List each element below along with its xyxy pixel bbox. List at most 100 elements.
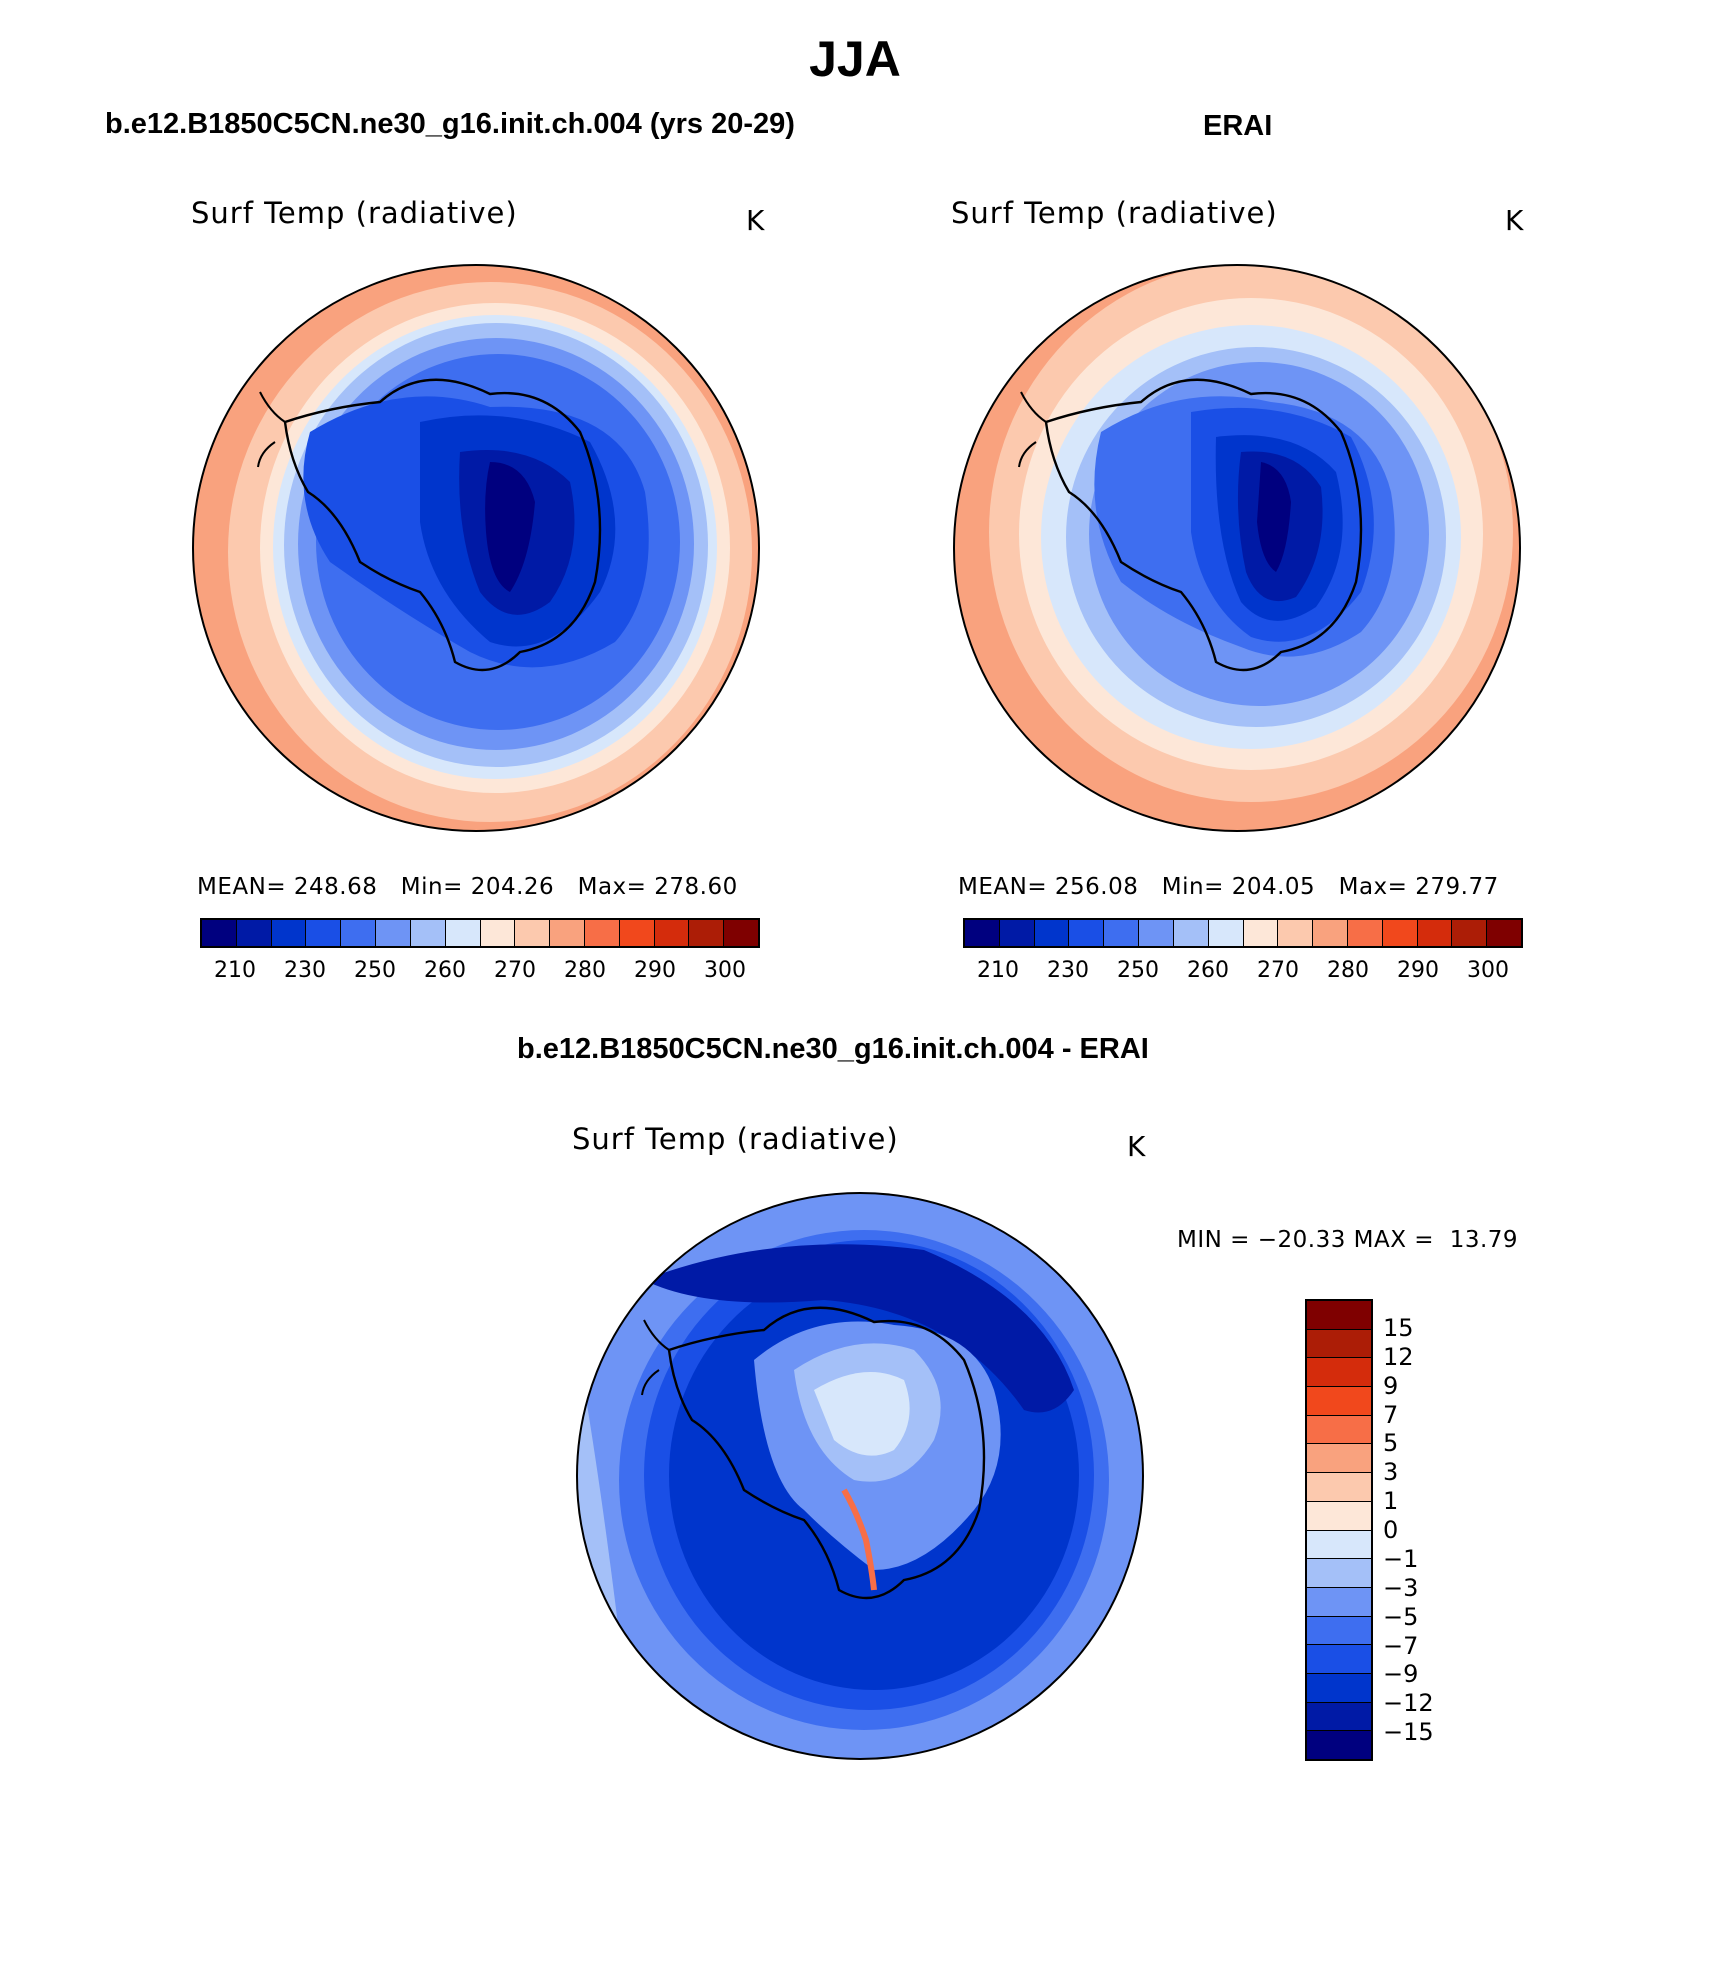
model-colorbar-tick-label: 290 [634, 958, 676, 983]
obs-variable-label: Surf Temp (radiative) [951, 196, 1278, 230]
diff-colorbar-tick-label: −9 [1383, 1660, 1419, 1689]
model-colorbar-swatch [202, 920, 237, 946]
diff-field-band-minus15-north [644, 1244, 1074, 1413]
diff-polar-map [576, 1192, 1144, 1760]
obs-panel-title: ERAI [1203, 110, 1273, 142]
model-stats: MEAN= 248.68 Min= 204.26 Max= 278.60 [197, 874, 738, 900]
obs-peninsula-outline [1018, 391, 1047, 468]
diff-colorbar-swatch [1307, 1387, 1371, 1416]
obs-colorbar-swatch [1104, 920, 1140, 946]
diff-colorbar-tick-label: 1 [1383, 1487, 1399, 1516]
model-colorbar-tick-label: 280 [564, 958, 606, 983]
diff-colorbar-tick-label: 3 [1383, 1458, 1399, 1487]
diff-colorbar-swatch [1307, 1444, 1371, 1474]
model-colorbar-swatch [724, 920, 758, 946]
model-colorbar-swatch [410, 920, 446, 946]
obs-colorbar-swatch [999, 920, 1035, 946]
obs-colorbar-tick-label: 270 [1257, 958, 1299, 983]
model-variable-label: Surf Temp (radiative) [191, 196, 518, 230]
obs-colorbar-swatch [1452, 920, 1488, 946]
obs-colorbar-swatch [1347, 920, 1383, 946]
diff-colorbar-swatch [1307, 1616, 1371, 1646]
diff-minmax: MIN = −20.33 MAX = 13.79 [1177, 1227, 1519, 1253]
model-colorbar-swatch [515, 920, 551, 946]
model-colorbar-tick-label: 250 [354, 958, 396, 983]
diff-colorbar-swatch [1307, 1415, 1371, 1445]
diff-map-border [576, 1192, 1144, 1760]
diff-colorbar-swatch [1307, 1358, 1371, 1388]
diff-colorbar-tick-label: 0 [1383, 1516, 1399, 1544]
model-colorbar-swatch [306, 920, 342, 946]
obs-antarctica-coastline [1044, 378, 1363, 672]
obs-colorbar-tick-label: 260 [1187, 958, 1229, 983]
diff-colorbar-swatch [1307, 1587, 1371, 1617]
obs-colorbar-swatch [1069, 920, 1105, 946]
model-colorbar-tick-label: 230 [284, 958, 326, 983]
diff-units-label: K [1127, 1130, 1146, 1163]
model-colorbar-tick-label: 300 [704, 958, 746, 983]
diff-peninsula-outline [641, 1319, 670, 1396]
obs-map-border [953, 264, 1521, 832]
model-colorbar-swatch [445, 920, 481, 946]
diff-colorbar-tick-label: 5 [1383, 1429, 1399, 1458]
diff-colorbar-tick-label: −7 [1383, 1631, 1419, 1660]
obs-units-label: K [1505, 204, 1524, 237]
model-polar-map [192, 264, 760, 832]
obs-polar-map [953, 264, 1521, 832]
obs-colorbar-tick-label: 210 [977, 958, 1019, 983]
obs-colorbar-swatch [1208, 920, 1244, 946]
diff-colorbar-swatch [1307, 1673, 1371, 1703]
model-colorbar-swatch [480, 920, 516, 946]
diff-colorbar [1305, 1299, 1373, 1761]
diff-colorbar-swatch [1307, 1473, 1371, 1502]
diff-colorbar-tick-label: 12 [1383, 1342, 1414, 1371]
obs-field-band-210 [1257, 462, 1291, 572]
diff-colorbar-tick-label: −15 [1383, 1718, 1434, 1747]
diff-colorbar-swatch [1307, 1501, 1371, 1531]
model-antarctica-coastline [283, 378, 602, 672]
diff-colorbar-tick-label: −12 [1383, 1689, 1434, 1718]
obs-colorbar [963, 918, 1523, 948]
diff-colorbar-tick-label: 15 [1383, 1313, 1414, 1342]
model-units-label: K [746, 204, 765, 237]
obs-colorbar-swatch [965, 920, 1000, 946]
obs-colorbar-swatch [1243, 920, 1279, 946]
obs-colorbar-swatch [1382, 920, 1418, 946]
diff-colorbar-tick-label: −1 [1383, 1544, 1419, 1573]
diff-colorbar-swatch [1307, 1329, 1371, 1359]
obs-stats: MEAN= 256.08 Min= 204.05 Max= 279.77 [958, 874, 1499, 900]
model-map-border [192, 264, 760, 832]
diff-colorbar-tick-label: 9 [1383, 1371, 1399, 1400]
obs-colorbar-tick-label: 300 [1467, 958, 1509, 983]
model-colorbar-swatch [376, 920, 411, 946]
model-colorbar-tick-label: 270 [494, 958, 536, 983]
diff-colorbar-swatch [1307, 1645, 1371, 1674]
diff-colorbar-tick-label: −5 [1383, 1602, 1419, 1631]
obs-colorbar-swatch [1417, 920, 1453, 946]
diff-field-positive-anomaly [841, 1488, 877, 1591]
model-colorbar-swatch [654, 920, 690, 946]
diff-panel-title: b.e12.B1850C5CN.ne30_g16.init.ch.004 - E… [517, 1033, 1149, 1065]
obs-colorbar-tick-label: 250 [1117, 958, 1159, 983]
obs-colorbar-swatch [1278, 920, 1314, 946]
model-colorbar-swatch [584, 920, 620, 946]
obs-colorbar-tick-label: 280 [1327, 958, 1369, 983]
model-colorbar [200, 918, 760, 948]
model-colorbar-swatch [271, 920, 307, 946]
obs-colorbar-swatch [1034, 920, 1070, 946]
diff-colorbar-swatch [1307, 1530, 1371, 1560]
obs-colorbar-swatch [1487, 920, 1521, 946]
diff-field-band-minus1-ice [814, 1372, 910, 1456]
diff-colorbar-swatch [1307, 1559, 1371, 1588]
diff-antarctica-coastline [667, 1306, 986, 1600]
diff-colorbar-swatch [1307, 1301, 1371, 1330]
model-colorbar-swatch [689, 920, 725, 946]
obs-colorbar-swatch [1139, 920, 1174, 946]
model-colorbar-swatch [341, 920, 377, 946]
model-panel-title: b.e12.B1850C5CN.ne30_g16.init.ch.004 (yr… [105, 108, 795, 140]
obs-colorbar-swatch [1313, 920, 1348, 946]
model-peninsula-outline [257, 391, 286, 468]
model-colorbar-swatch [550, 920, 585, 946]
obs-colorbar-tick-label: 230 [1047, 958, 1089, 983]
diff-colorbar-tick-label: 7 [1383, 1400, 1399, 1429]
